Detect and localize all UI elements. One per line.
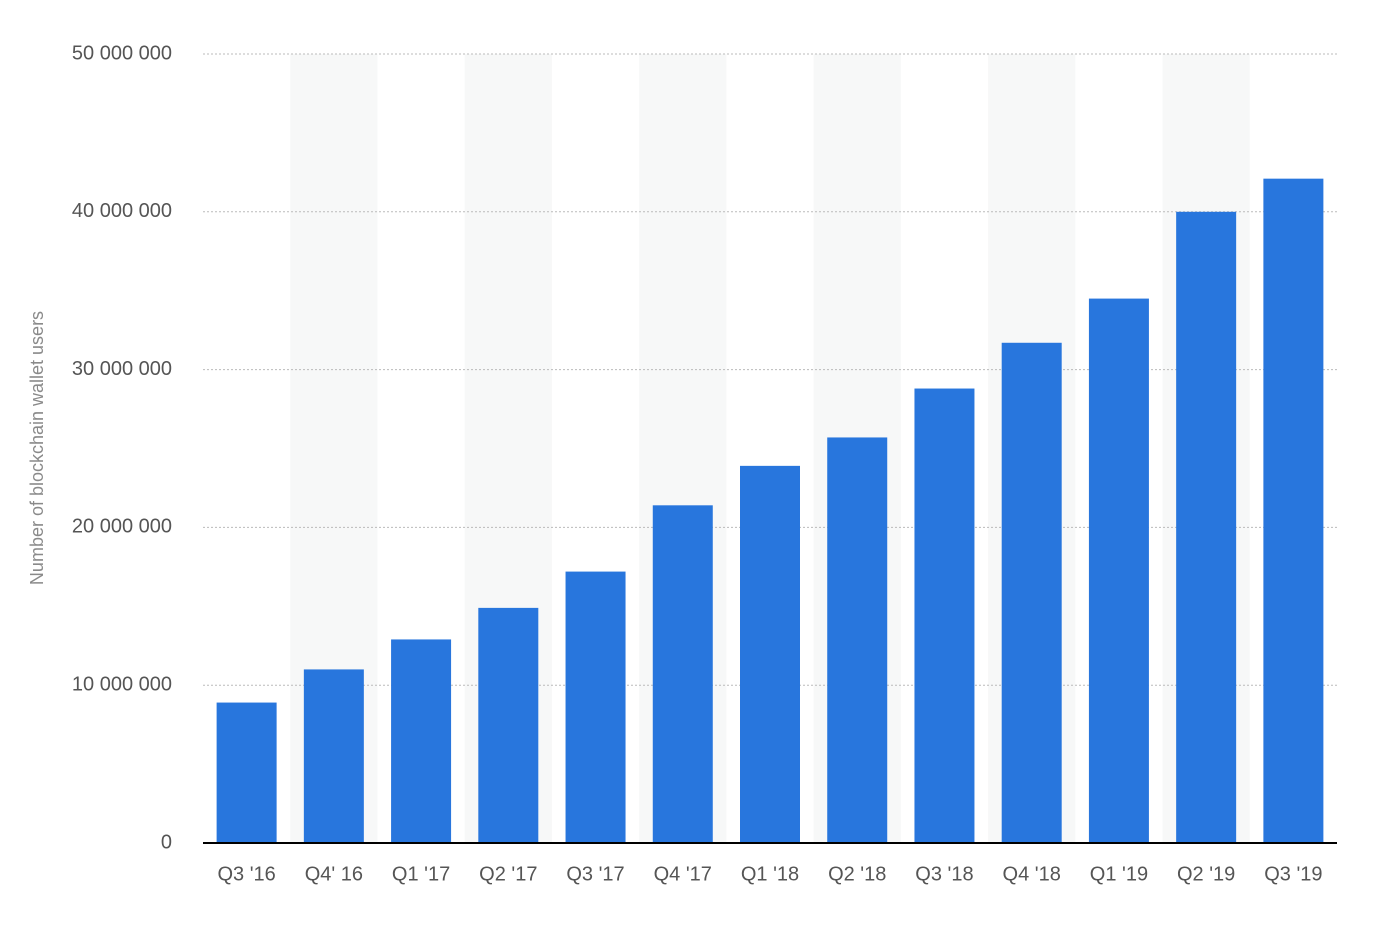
y-tick-label: 10 000 000	[72, 673, 172, 695]
x-tick-label: Q3 '19	[1264, 863, 1322, 885]
bar	[1176, 211, 1237, 844]
x-tick-label: Q3 '18	[915, 863, 973, 885]
x-tick-label: Q4' 16	[305, 863, 363, 885]
y-tick-label: 30 000 000	[72, 358, 172, 380]
x-tick-label: Q1 '18	[741, 863, 799, 885]
bar	[303, 669, 364, 843]
x-tick-label: Q3 '16	[217, 863, 275, 885]
y-tick-label: 40 000 000	[72, 200, 172, 222]
x-tick-label: Q4 '17	[654, 863, 712, 885]
bar	[1263, 178, 1324, 844]
x-tick-label: Q3 '17	[566, 863, 624, 885]
bar	[1001, 342, 1062, 843]
bar	[216, 702, 277, 843]
x-tick-label: Q1 '19	[1090, 863, 1148, 885]
bar	[1088, 298, 1149, 844]
x-tick-label: Q2 '19	[1177, 863, 1235, 885]
bar	[914, 388, 975, 843]
bar	[478, 607, 539, 843]
y-tick-label: 20 000 000	[72, 516, 172, 538]
y-tick-label: 50 000 000	[72, 42, 172, 64]
bar	[652, 505, 713, 843]
bar	[740, 465, 800, 843]
y-axis-title: Number of blockchain wallet users	[27, 311, 47, 585]
x-tick-label: Q1 '17	[392, 863, 450, 885]
x-tick-label: Q2 '17	[479, 863, 537, 885]
x-tick-label: Q2 '18	[828, 863, 886, 885]
bar	[391, 639, 452, 843]
bar	[565, 571, 626, 843]
bar	[827, 437, 888, 843]
x-tick-label: Q4 '18	[1003, 863, 1061, 885]
y-tick-label: 0	[161, 831, 172, 853]
